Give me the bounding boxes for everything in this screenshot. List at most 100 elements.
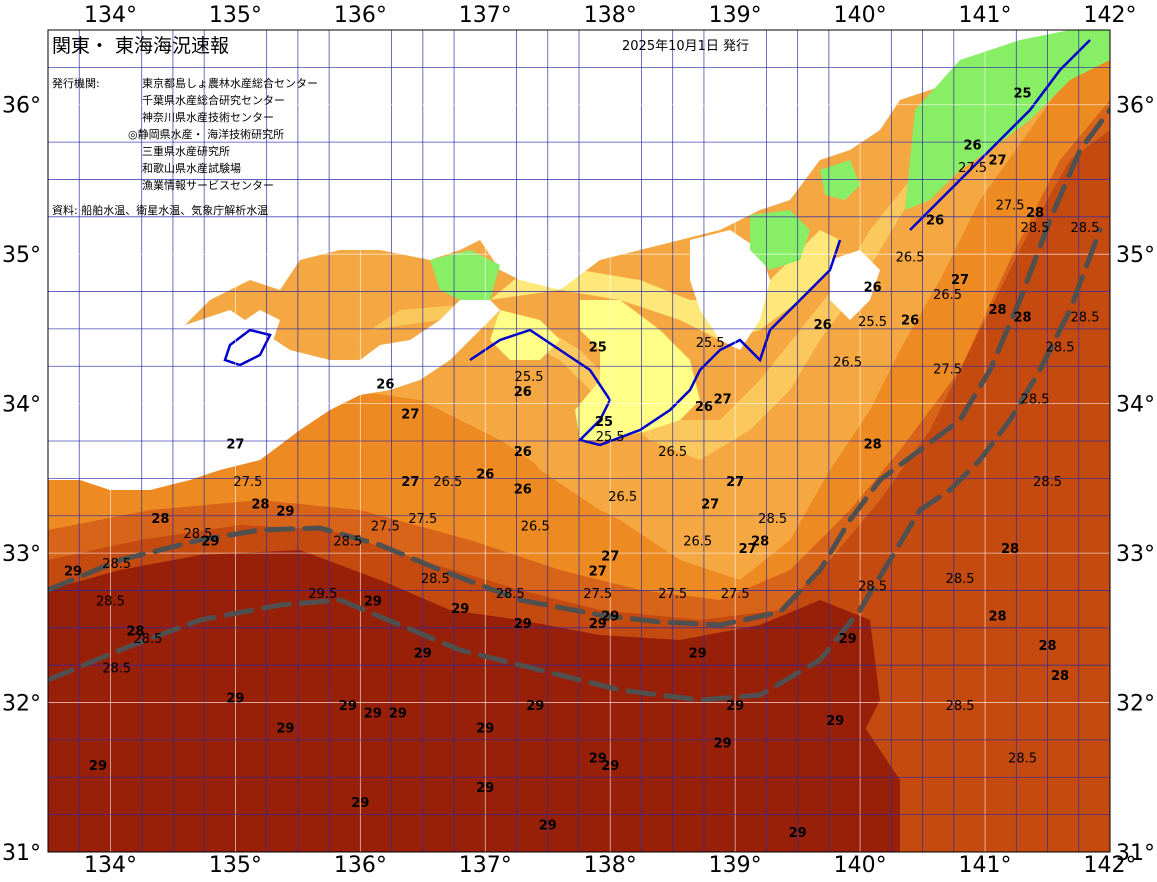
lon-label-top: 139° <box>709 3 762 28</box>
isotherm-25 <box>223 39 1091 447</box>
contour-value-label: 28 <box>1026 206 1044 221</box>
contour-value-label: 26 <box>695 400 713 415</box>
contour-value-label: 28.5 <box>1008 751 1037 766</box>
contour-value-label: 28.5 <box>1021 221 1050 236</box>
contour-value-label: 27 <box>726 475 744 490</box>
contour-value-label: 28.5 <box>183 527 212 542</box>
contour-value-label: 27 <box>701 497 719 512</box>
longitude-labels-top: 134° 135° 136° 137° 138° 139° 140° 141° 142° <box>84 3 1137 28</box>
lon-label-top: 142° <box>1084 3 1137 28</box>
contour-value-label: 28 <box>1051 669 1069 684</box>
contour-value-label: 29 <box>589 751 607 766</box>
contour-value-label: 29 <box>201 535 219 550</box>
map-frame <box>47 29 1111 853</box>
agency-2: 千葉県水産総合研究センター <box>142 93 285 107</box>
temp-zone-29-lower <box>48 640 900 852</box>
contour-value-label: 25.5 <box>696 336 725 351</box>
contour-value-label: 28 <box>151 512 169 527</box>
lon-label-top: 140° <box>834 3 887 28</box>
contour-value-label: 26 <box>514 482 532 497</box>
lat-label-left: 32° <box>2 692 41 717</box>
contour-value-label: 29 <box>364 594 382 609</box>
contour-value-label: 28.5 <box>946 699 975 714</box>
lon-label-bottom: 135° <box>209 853 262 878</box>
contour-value-label: 29 <box>414 647 432 662</box>
contour-value-label: 29 <box>826 714 844 729</box>
lat-label-right: 31° <box>1116 841 1155 866</box>
contour-value-label: 26 <box>864 281 882 296</box>
agency-4: ◎静岡県水産・ 海洋技術研究所 <box>128 127 284 141</box>
contour-value-label: 29.5 <box>308 587 337 602</box>
contour-value-label: 25 <box>1013 86 1031 101</box>
contour-value-label: 26.5 <box>683 535 712 550</box>
contour-value-label: 28.5 <box>102 662 131 677</box>
lat-label-right: 34° <box>1116 393 1155 418</box>
contour-value-label: 26 <box>964 139 982 154</box>
contour-value-label: 28.5 <box>96 594 125 609</box>
longitude-labels-bottom: 134° 135° 136° 137° 138° 139° 140° 141° 142° <box>84 853 1137 878</box>
contour-value-label: 27 <box>951 273 969 288</box>
contour-value-label: 27.5 <box>658 587 687 602</box>
lat-label-right: 32° <box>1116 692 1155 717</box>
contour-value-label: 29 <box>351 796 369 811</box>
lat-label-left: 36° <box>2 94 41 119</box>
lon-label-bottom: 140° <box>834 853 887 878</box>
lon-label-top: 138° <box>584 3 637 28</box>
data-source: 資料: 船舶水温、衛星水温、気象庁解析水温 <box>52 203 268 217</box>
contour-value-label: 25.5 <box>596 430 625 445</box>
contour-value-label: 29 <box>451 602 469 617</box>
land-izu <box>690 230 770 350</box>
contour-value-label: 29 <box>539 819 557 834</box>
contour-value-label: 28.5 <box>1021 393 1050 408</box>
agency-1: 東京都島しょ農林水産総合センター <box>142 76 318 90</box>
contour-value-label: 25 <box>595 415 613 430</box>
contour-value-label: 29 <box>389 706 407 721</box>
contour-value-label: 27 <box>714 393 732 408</box>
contour-value-label: 26 <box>814 318 832 333</box>
contour-value-label: 26.5 <box>433 475 462 490</box>
lon-label-top: 137° <box>459 3 512 28</box>
contour-value-label: 28.5 <box>1046 340 1075 355</box>
contour-value-label: 28.5 <box>496 587 525 602</box>
map-header: 関東・ 東海海況速報 2025年10月1日 発行 発行機関: 東京都島しょ農林水… <box>52 35 749 217</box>
contour-value-label: 29 <box>476 781 494 796</box>
contour-value-label: 27.5 <box>583 587 612 602</box>
contour-value-label: 27.5 <box>721 587 750 602</box>
contour-value-label: 29 <box>689 647 707 662</box>
lon-label-top: 141° <box>959 3 1012 28</box>
contour-value-label: 29 <box>714 736 732 751</box>
contour-value-label: 29 <box>64 565 82 580</box>
agency-6: 和歌山県水産試験場 <box>142 161 241 175</box>
contour-value-label: 28.5 <box>946 572 975 587</box>
lon-label-bottom: 138° <box>584 853 637 878</box>
contour-value-label: 27 <box>601 550 619 565</box>
contour-value-label: 28 <box>751 535 769 550</box>
contour-value-label: 29 <box>514 617 532 632</box>
cold-water-zone <box>820 160 860 200</box>
agency-3: 神奈川県水産技術センター <box>142 110 274 124</box>
contour-value-label: 26 <box>514 445 532 460</box>
contour-value-label: 28 <box>126 624 144 639</box>
contour-value-label: 29 <box>789 826 807 841</box>
contour-value-label: 25 <box>589 340 607 355</box>
contour-value-label: 28 <box>1038 639 1056 654</box>
contour-value-label: 26.5 <box>658 445 687 460</box>
agencies-label: 発行機関: <box>52 76 100 90</box>
land-awaji <box>230 310 280 370</box>
contour-value-label: 28.5 <box>133 632 162 647</box>
lat-label-left: 34° <box>2 393 41 418</box>
agency-7: 漁業情報サービスセンター <box>142 178 274 192</box>
contour-value-label: 28 <box>1013 310 1031 325</box>
contour-value-label: 27.5 <box>371 520 400 535</box>
contour-value-label: 25.5 <box>858 315 887 330</box>
contour-value-label: 27 <box>401 475 419 490</box>
land-kii-peninsula <box>48 290 500 490</box>
contour-value-label: 27 <box>589 565 607 580</box>
contour-value-label: 28.5 <box>758 512 787 527</box>
latitude-labels-right: 36° 35° 34° 33° 32° 31° <box>1116 94 1155 866</box>
lon-label-top: 135° <box>209 3 262 28</box>
contour-value-label: 26 <box>901 313 919 328</box>
graticule <box>48 30 1110 852</box>
